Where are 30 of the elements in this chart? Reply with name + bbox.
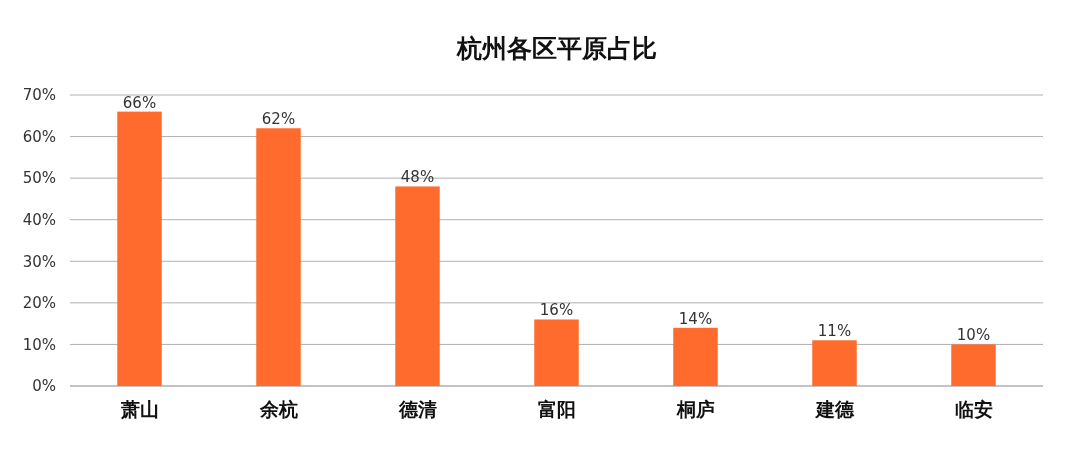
- y-tick-label: 20%: [22, 294, 56, 313]
- bar: [534, 319, 579, 386]
- data-label: 11%: [817, 322, 852, 341]
- y-tick-label: 10%: [22, 335, 56, 354]
- y-tick-label: 70%: [22, 86, 56, 105]
- x-tick-label: 临安: [954, 398, 993, 420]
- y-tick-label: 30%: [22, 252, 56, 271]
- data-label: 14%: [678, 309, 713, 328]
- y-tick-label: 40%: [22, 210, 56, 229]
- x-tick-label: 德清: [397, 398, 437, 420]
- bar: [395, 186, 440, 386]
- data-label: 62%: [261, 110, 296, 129]
- bar: [812, 340, 857, 386]
- bar: [256, 128, 301, 386]
- y-tick-label: 50%: [22, 169, 56, 188]
- data-label: 66%: [122, 93, 157, 112]
- x-tick-label: 萧山: [119, 398, 159, 420]
- x-tick-label: 余杭: [258, 398, 298, 420]
- x-tick-label: 桐庐: [675, 398, 715, 420]
- data-label: 48%: [400, 168, 435, 187]
- bar: [951, 344, 996, 386]
- data-label: 16%: [539, 301, 574, 320]
- y-tick-label: 0%: [32, 377, 56, 396]
- chart-title: 杭州各区平原占比: [455, 34, 657, 63]
- bar: [117, 111, 162, 386]
- bar: [673, 327, 718, 386]
- y-tick-label: 60%: [22, 127, 56, 146]
- x-tick-label: 建德: [813, 398, 855, 420]
- x-tick-label: 富阳: [537, 398, 576, 420]
- data-label: 10%: [956, 326, 991, 345]
